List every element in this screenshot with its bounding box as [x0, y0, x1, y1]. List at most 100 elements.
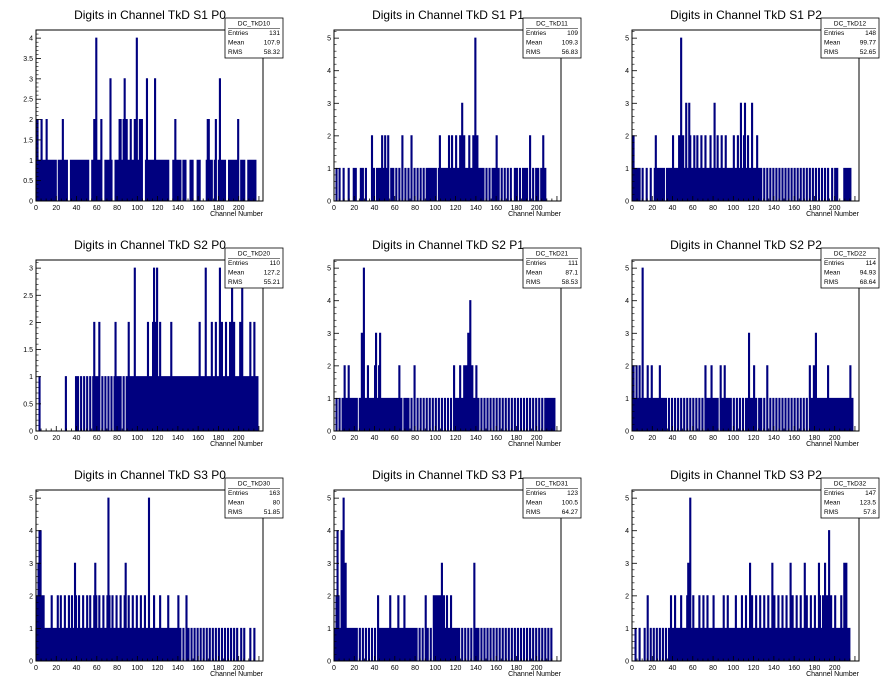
histogram-series — [632, 267, 854, 432]
plot-frame — [333, 489, 562, 662]
stats-value-entries: 114 — [866, 260, 877, 267]
stats-label-entries: Entries — [228, 490, 249, 497]
histogram-series — [36, 267, 259, 432]
x-tick-label: 200 — [233, 435, 245, 442]
x-tick-label: 120 — [450, 665, 462, 672]
y-tick-label: 0.5 — [23, 178, 33, 185]
x-tick-label: 180 — [809, 665, 821, 672]
y-tick-label: 3 — [625, 331, 629, 338]
stats-value-entries: 163 — [269, 490, 280, 497]
stats-label-mean: Mean — [228, 270, 245, 277]
y-tick-label: 3 — [327, 561, 331, 568]
y-tick-label: 1 — [625, 626, 629, 633]
stats-value-rms: 58.53 — [562, 279, 579, 286]
x-tick-label: 80 — [411, 435, 419, 442]
x-tick-label: 100 — [727, 435, 739, 442]
x-tick-label: 180 — [511, 435, 523, 442]
stats-box-frame — [224, 477, 284, 519]
chart-title: Digits in Channel TkD S2 P0 — [74, 238, 226, 252]
x-tick-label: 40 — [371, 665, 379, 672]
x-tick-label: 80 — [709, 665, 717, 672]
histogram-series — [334, 267, 556, 432]
x-tick-label: 120 — [152, 435, 164, 442]
histogram-panel: Digits in Channel TkD S2 P10 20 40 60 80 100 1… — [327, 238, 582, 448]
stats-label-mean: Mean — [228, 500, 245, 507]
chart-title: Digits in Channel TkD S3 P0 — [74, 468, 226, 482]
x-tick-label: 80 — [113, 205, 121, 212]
y-tick-label: 4 — [625, 68, 629, 75]
x-tick-label: 120 — [748, 435, 760, 442]
y-tick-label: 5 — [327, 36, 331, 43]
y-tick-label: 0 — [29, 659, 33, 666]
stats-label-entries: Entries — [824, 30, 845, 37]
x-tick-label: 160 — [490, 665, 502, 672]
stats-value-rms: 52.65 — [860, 49, 877, 56]
stats-label-entries: Entries — [526, 260, 547, 267]
stats-value-mean: 99.77 — [860, 40, 877, 47]
stats-value-entries: 123 — [567, 490, 578, 497]
stats-value-entries: 110 — [270, 260, 281, 267]
y-tick-label: 1 — [327, 396, 331, 403]
stats-label-rms: RMS — [526, 509, 541, 516]
x-tick-label: 80 — [411, 205, 419, 212]
x-tick-label: 100 — [131, 665, 143, 672]
x-tick-label: 180 — [213, 205, 225, 212]
x-tick-label: 0 — [630, 205, 634, 212]
y-tick-label: 0 — [327, 199, 331, 206]
x-tick-label: 140 — [470, 435, 482, 442]
y-tick-label: 2 — [327, 593, 331, 600]
x-tick-label: 80 — [113, 665, 121, 672]
stats-value-entries: 148 — [865, 30, 876, 37]
y-tick-label: 1 — [625, 166, 629, 173]
x-tick-label: 160 — [788, 665, 800, 672]
chart-title: Digits in Channel TkD S3 P1 — [372, 468, 524, 482]
y-tick-label: 0 — [625, 659, 629, 666]
stats-label-rms: RMS — [228, 49, 243, 56]
x-tick-label: 100 — [429, 205, 441, 212]
stats-value-mean: 127.2 — [264, 270, 281, 277]
x-tick-label: 60 — [391, 205, 399, 212]
x-tick-label: 200 — [829, 205, 841, 212]
stats-label-mean: Mean — [824, 40, 841, 47]
y-tick-label: 1 — [29, 158, 33, 165]
stats-name: DC_TkD21 — [536, 251, 569, 258]
x-tick-label: 40 — [669, 665, 677, 672]
stats-value-mean: 100.5 — [562, 500, 579, 507]
stats-value-rms: 57.8 — [863, 509, 876, 516]
x-tick-label: 60 — [689, 205, 697, 212]
y-tick-label: 0 — [29, 429, 33, 436]
x-tick-label: 200 — [531, 665, 543, 672]
stats-label-rms: RMS — [228, 509, 243, 516]
y-tick-label: 3 — [29, 561, 33, 568]
stats-label-rms: RMS — [824, 279, 839, 286]
plot-frame — [35, 489, 264, 662]
x-tick-label: 0 — [332, 205, 336, 212]
stats-label-mean: Mean — [824, 500, 841, 507]
y-tick-label: 3 — [29, 76, 33, 83]
histogram-panel: Digits in Channel TkD S1 P00 20 40 60 80 100 1… — [23, 8, 284, 218]
x-tick-label: 40 — [669, 435, 677, 442]
x-tick-label: 180 — [213, 665, 225, 672]
x-tick-label: 100 — [131, 205, 143, 212]
histogram-panel: Digits in Channel TkD S3 P00 20 40 60 80 100 1… — [29, 468, 284, 678]
stats-box: DC_TkD30 Entries 163 Mean 80 RMS 51.85 — [224, 477, 284, 519]
stats-value-entries: 111 — [568, 260, 578, 267]
chart-title: Digits in Channel TkD S2 P1 — [372, 238, 524, 252]
x-tick-label: 60 — [93, 435, 101, 442]
y-tick-label: 5 — [625, 266, 629, 273]
stats-label-mean: Mean — [526, 500, 543, 507]
y-tick-label: 1 — [327, 626, 331, 633]
x-tick-label: 160 — [192, 435, 204, 442]
x-tick-label: 140 — [768, 435, 780, 442]
x-tick-label: 200 — [829, 665, 841, 672]
y-tick-label: 0 — [327, 429, 331, 436]
x-tick-label: 160 — [490, 435, 502, 442]
stats-name: DC_TkD32 — [834, 481, 867, 488]
x-tick-label: 0 — [630, 435, 634, 442]
stats-label-rms: RMS — [526, 49, 541, 56]
x-tick-label: 140 — [470, 665, 482, 672]
histogram-series — [35, 497, 256, 662]
chart-title: Digits in Channel TkD S1 P0 — [74, 8, 226, 22]
stats-label-mean: Mean — [526, 270, 543, 277]
y-tick-label: 4 — [29, 528, 33, 535]
